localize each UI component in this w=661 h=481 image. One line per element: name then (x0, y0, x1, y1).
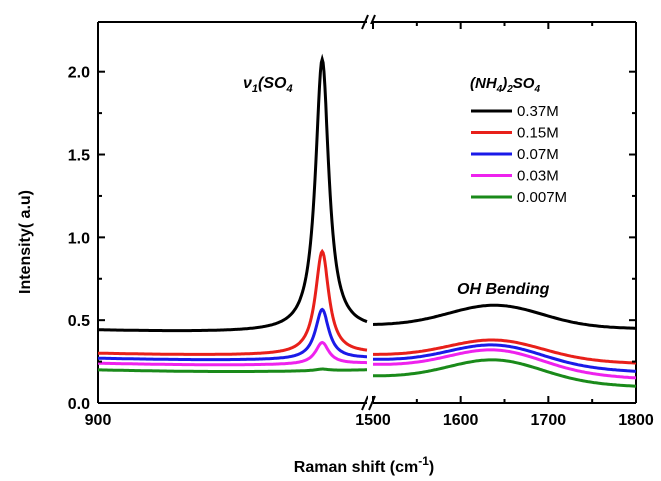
series-line-0.007M-left (98, 367, 367, 373)
peak-annotation-nu: ν (243, 75, 252, 92)
y-tick-label: 1.0 (68, 230, 90, 247)
series-line-0.15M-right (373, 338, 636, 365)
legend-title-d: 2 (506, 84, 513, 95)
legend-label: 0.37M (517, 103, 559, 120)
peak-annotation-sub2: 4 (285, 83, 292, 95)
x-tick-label: 1700 (531, 412, 567, 429)
peak-annotation-sub1: 1 (252, 83, 258, 95)
x-axis-title-main: Raman shift (cm (294, 459, 418, 476)
legend-label: 0.007M (517, 189, 567, 206)
legend-title-a: (NH (470, 75, 498, 92)
legend-label: 0.07M (517, 146, 559, 163)
plot-frame (97, 21, 637, 404)
series-line-0.03M-right (373, 348, 637, 380)
legend-title-f: 4 (533, 84, 540, 95)
x-axis-title: Raman shift (cm-1) (294, 454, 434, 476)
series-line-0.07M-right (373, 343, 637, 373)
x-tick-label: 1500 (355, 412, 391, 429)
series-line-0.37M-right (372, 303, 636, 330)
y-tick-label: 2.0 (68, 65, 90, 82)
legend-title: (NH4)2SO4 (470, 75, 540, 95)
x-tick-label: 900 (85, 412, 112, 429)
x-axis-title-close: ) (429, 459, 434, 476)
legend-box (460, 63, 602, 223)
legend-title-e: SO (513, 75, 535, 92)
peak-annotation-mid: (SO (258, 75, 287, 92)
y-tick-label: 0.0 (68, 396, 90, 413)
peak-annotation: ν1(SO4 (243, 75, 293, 95)
oh-bending-annotation: OH Bending (457, 281, 550, 298)
legend-items: 0.37M 0.15M 0.07M 0.03M 0.007M (460, 63, 602, 223)
axis-break-bottom-1 (361, 395, 369, 411)
series-line-0.03M-left (98, 340, 367, 367)
x-tick-label: 1800 (618, 412, 654, 429)
y-axis-title: Intensity( a.u) (17, 190, 34, 294)
x-axis-title-sup: -1 (418, 454, 429, 468)
y-tick-label: 1.5 (68, 148, 90, 165)
legend-title-c: ) (500, 75, 507, 92)
axis-break-top-1 (361, 14, 369, 30)
series-line-0.007M-right (373, 358, 637, 388)
break-gap (368, 24, 373, 401)
series-line-0.37M-left (98, 53, 368, 333)
series-layer (98, 53, 637, 388)
y-tick-label: 0.5 (68, 313, 90, 330)
legend-label: 0.15M (517, 125, 559, 142)
legend-label: 0.03M (517, 168, 559, 185)
tick-layer: 0.0 0.5 1.0 1.5 2.0 900 1500 1600 1700 1800 (68, 22, 654, 429)
series-line-0.15M-left (98, 248, 368, 356)
x-tick-label: 1600 (443, 412, 479, 429)
legend-title-b: 4 (496, 84, 503, 95)
series-line-0.07M-left (98, 307, 367, 362)
